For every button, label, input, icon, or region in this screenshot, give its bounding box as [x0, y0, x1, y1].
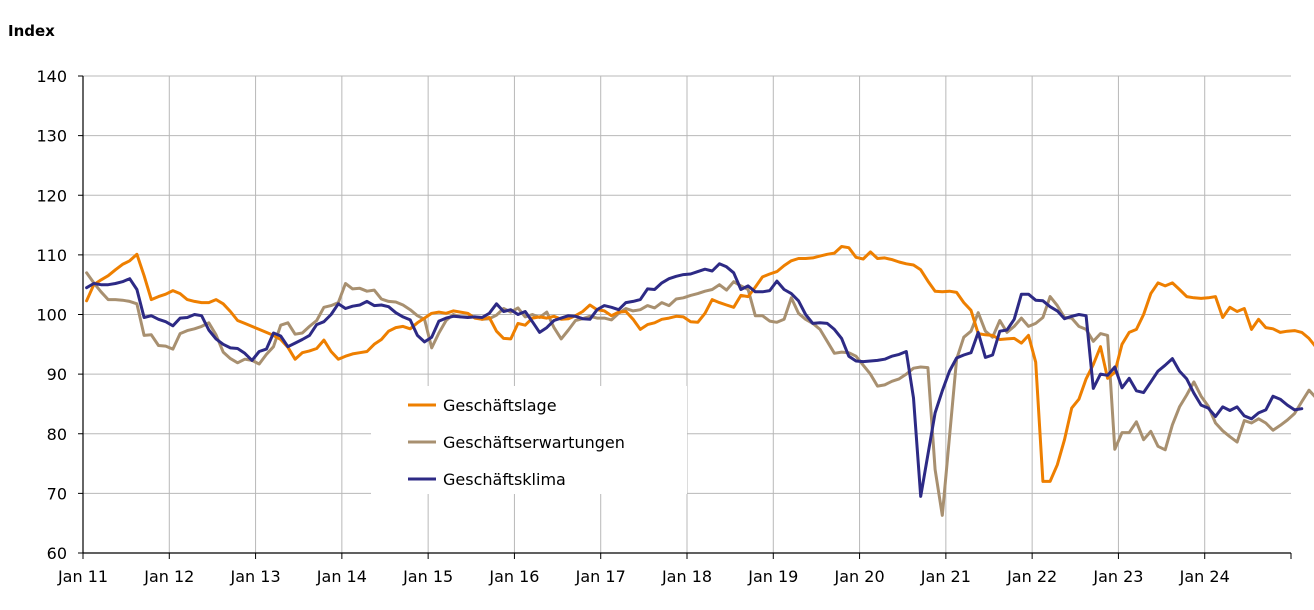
y-tick-label: 120: [36, 186, 67, 205]
series-line-gesch-ftslage: [85, 245, 1314, 483]
y-tick-label: 130: [36, 127, 67, 146]
legend-label: Geschäftserwartungen: [443, 433, 625, 452]
x-tick-label: Jan 13: [230, 567, 281, 586]
y-tick-label: 70: [47, 484, 67, 503]
x-tick-label: Jan 12: [143, 567, 194, 586]
axes: [78, 75, 1292, 559]
y-axis-label: Index: [8, 22, 55, 40]
y-tick-label: 100: [36, 306, 67, 325]
y-tick-labels: 60 70 80 90 100 110 120 130 140: [36, 67, 67, 563]
x-tick-label: Jan 16: [488, 567, 539, 586]
x-tick-label: Jan 17: [575, 567, 626, 586]
y-tick-label: 90: [47, 365, 67, 384]
x-tick-labels: Jan 11 Jan 12 Jan 13 Jan 14 Jan 15 Jan 16 Jan …: [57, 567, 1230, 586]
x-tick-label: Jan 24: [1179, 567, 1230, 586]
x-tick-label: Jan 23: [1092, 567, 1143, 586]
y-tick-label: 60: [47, 544, 67, 563]
legend-label: Geschäftsklima: [443, 470, 566, 489]
x-tick-label: Jan 20: [834, 567, 885, 586]
x-tick-label: Jan 11: [57, 567, 108, 586]
x-tick-label: Jan 15: [402, 567, 453, 586]
y-tick-label: 140: [36, 67, 67, 86]
y-tick-label: 80: [47, 425, 67, 444]
series-lines: [85, 245, 1314, 517]
x-tick-label: Jan 18: [661, 567, 712, 586]
x-tick-label: Jan 21: [920, 567, 971, 586]
y-tick-label: 110: [36, 246, 67, 265]
x-tick-label: Jan 14: [316, 567, 367, 586]
x-tick-label: Jan 22: [1006, 567, 1057, 586]
legend-label: Geschäftslage: [443, 396, 557, 415]
series-line-gesch-ftsklima: [85, 262, 1304, 498]
x-tick-label: Jan 19: [747, 567, 798, 586]
series-line-gesch-ftserwartungen: [85, 271, 1314, 517]
legend: Geschäftslage Geschäftserwartungen Geschäf…: [371, 386, 687, 494]
